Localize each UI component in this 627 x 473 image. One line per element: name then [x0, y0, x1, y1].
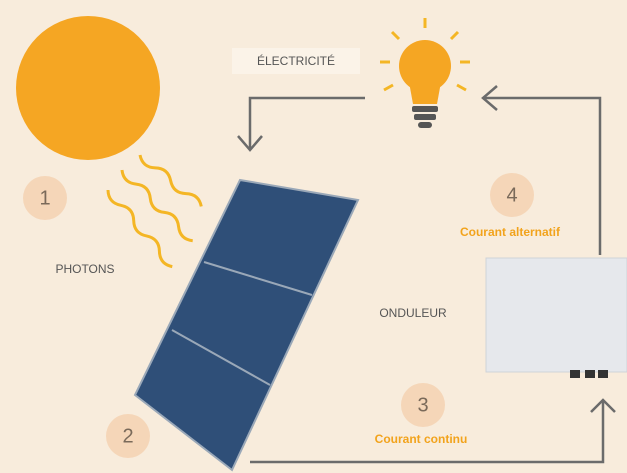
step-number: 3: [417, 394, 428, 416]
inverter-label: ONDULEUR: [379, 306, 447, 320]
step-number: 1: [39, 187, 50, 209]
inverter: [486, 258, 627, 378]
electricity-label: ÉLECTRICITÉ: [257, 53, 335, 68]
diagram: 1 2 3 4 ÉLECTRICITÉ PHOTONS ONDULEUR Cou…: [0, 0, 627, 473]
current-label: Courant alternatif: [460, 225, 561, 239]
current-label: Courant continu: [375, 432, 468, 446]
photons-label: PHOTONS: [55, 262, 114, 276]
sun: [16, 16, 160, 160]
step-number: 2: [122, 425, 133, 447]
step-number: 4: [506, 184, 517, 206]
